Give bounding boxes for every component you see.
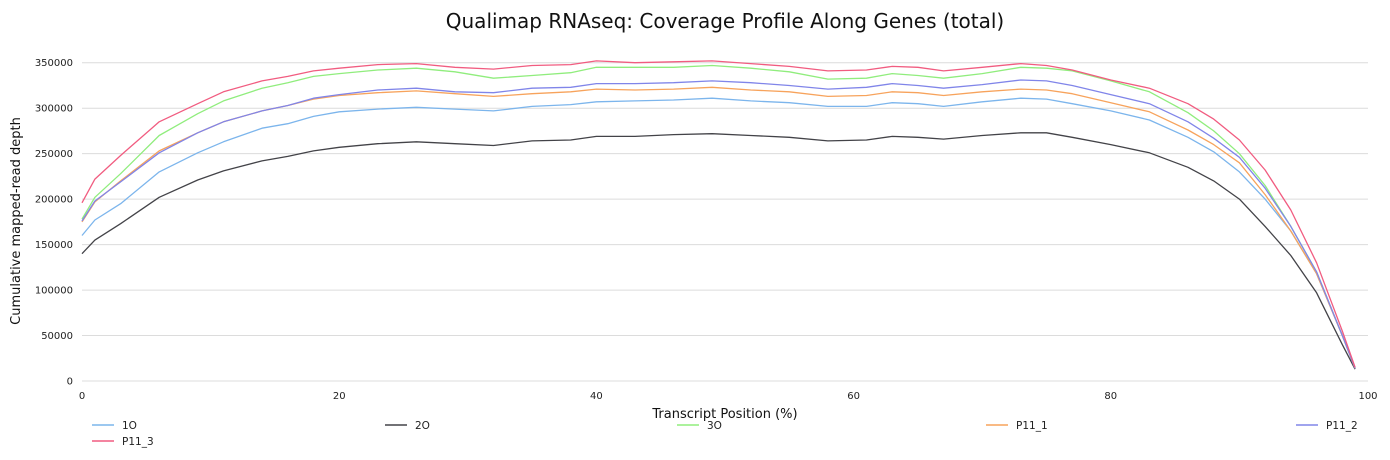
x-tick-label: 0 [79, 391, 85, 402]
chart-title: Qualimap RNAseq: Coverage Profile Along … [446, 9, 1004, 33]
x-tick-label: 60 [847, 391, 860, 402]
y-tick-label: 50000 [41, 331, 73, 342]
legend-label-p11-3: P11_3 [122, 436, 154, 448]
x-tick-label: 80 [1104, 391, 1117, 402]
y-tick-label: 250000 [35, 149, 73, 160]
y-tick-label: 350000 [35, 58, 73, 69]
legend-label-2o: 2O [415, 420, 430, 432]
y-axis-ticks: 0 50000 100000 150000 200000 250000 300000 3500… [35, 58, 73, 387]
legend-label-p11-1: P11_1 [1016, 420, 1048, 432]
y-tick-label: 300000 [35, 104, 73, 115]
grid-lines [82, 62, 1368, 382]
x-tick-label: 20 [333, 391, 346, 402]
x-axis-ticks: 0 20 40 60 80 100 [79, 391, 1378, 402]
series-line-1o [81, 97, 1356, 369]
legend-label-3o: 3O [707, 420, 722, 432]
series-line-2o [81, 132, 1356, 370]
legend-label-p11-2: P11_2 [1326, 420, 1358, 432]
y-tick-label: 200000 [35, 195, 73, 206]
legend-label-1o: 1O [122, 420, 137, 432]
y-axis-label: Cumulative mapped-read depth [9, 117, 24, 325]
series-line-3o [81, 64, 1356, 369]
legend: 1O 2O 3O P11_1 P11_2 P11_3 [92, 420, 1358, 448]
series-line-p11-2 [81, 79, 1356, 369]
x-tick-label: 40 [590, 391, 603, 402]
series-line-p11-3 [81, 60, 1356, 368]
y-tick-label: 150000 [35, 240, 73, 251]
y-tick-label: 0 [67, 377, 73, 388]
x-axis-label: Transcript Position (%) [651, 407, 797, 422]
series-line-p11-1 [81, 86, 1356, 369]
y-tick-label: 100000 [35, 286, 73, 297]
series-lines [81, 60, 1356, 370]
x-tick-label: 100 [1358, 391, 1377, 402]
